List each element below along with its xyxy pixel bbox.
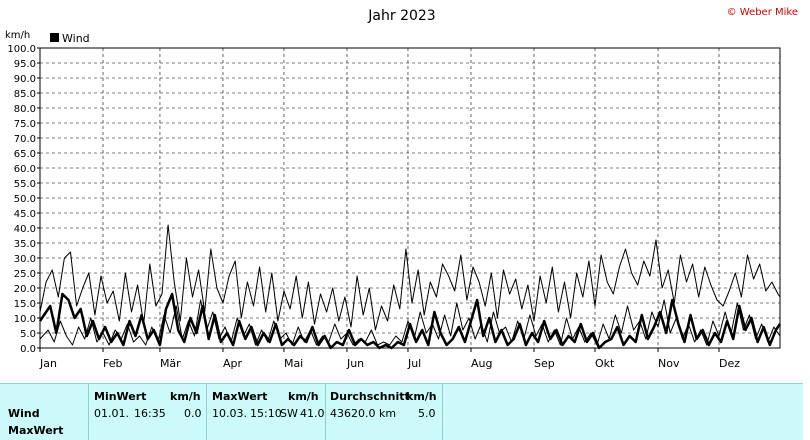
chart-title: Jahr 2023 (367, 8, 435, 24)
distance-value: 43620.0 km (330, 407, 397, 420)
credit-text: © Weber Mike (727, 7, 798, 18)
x-tick-label: Jul (407, 357, 421, 370)
x-axis-ticks: Jan Feb Mär Apr Mai Jun Jul Aug Sep Okt Nov Dez (39, 348, 740, 370)
summary-table: MinWert km/h MaxWert km/h Durchschnitt k… (0, 383, 803, 440)
x-tick-label: Aug (471, 357, 492, 370)
series-line-3 (39, 299, 781, 346)
row-label-wind: Wind (8, 407, 40, 420)
x-tick-label: Sep (534, 357, 555, 370)
header-minwert: MinWert (94, 390, 147, 403)
min-time: 16:35 (134, 407, 166, 420)
grid (40, 48, 780, 348)
min-value: 0.0 (184, 407, 202, 420)
x-tick-label: Jan (39, 357, 57, 370)
series-group (38, 224, 782, 350)
y-tick-label: 90.0 (14, 74, 36, 85)
y-tick-label: 100.0 (7, 44, 36, 55)
y-tick-label: 80.0 (14, 104, 36, 115)
y-tick-label: 35.0 (14, 239, 36, 250)
x-tick-label: Dez (719, 357, 740, 370)
header-maxwert: MaxWert (212, 390, 268, 403)
legend-label: Wind (62, 32, 90, 45)
y-tick-label: 20.0 (14, 284, 36, 295)
min-date: 01.01. (94, 407, 129, 420)
y-tick-label: 95.0 (14, 59, 36, 70)
y-tick-label: 40.0 (14, 224, 36, 235)
column-divider (206, 384, 207, 440)
x-tick-label: Apr (223, 357, 243, 370)
y-tick-label: 25.0 (14, 269, 36, 280)
x-tick-label: Feb (103, 357, 122, 370)
row-label-maxwert: MaxWert (8, 424, 64, 437)
plot-area (39, 47, 781, 349)
series-line-1 (38, 292, 782, 350)
max-time: 15:10 (250, 407, 282, 420)
header-avg-unit: km/h (406, 390, 437, 403)
y-tick-label: 60.0 (14, 164, 36, 175)
y-tick-label: 15.0 (14, 299, 36, 310)
header-durchschnitt: Durchschnitt (330, 390, 410, 403)
x-tick-label: Okt (595, 357, 615, 370)
x-tick-label: Nov (658, 357, 680, 370)
wind-chart: 0.0 5.0 10.0 15.0 20.0 25.0 30.0 35.0 40.0 45.0 50… (5, 7, 798, 370)
y-tick-label: 45.0 (14, 209, 36, 220)
y-tick-label: 0.0 (20, 344, 36, 355)
avg-value: 5.0 (418, 407, 436, 420)
y-tick-label: 85.0 (14, 89, 36, 100)
header-min-unit: km/h (170, 390, 201, 403)
max-value: 41.0 (300, 407, 325, 420)
legend-swatch (50, 33, 59, 42)
y-tick-label: 65.0 (14, 149, 36, 160)
y-tick-label: 55.0 (14, 179, 36, 190)
max-date: 10.03. (212, 407, 247, 420)
column-divider (88, 384, 89, 440)
y-axis-ticks: 0.0 5.0 10.0 15.0 20.0 25.0 30.0 35.0 40.0 45.0 50… (7, 44, 40, 355)
y-tick-label: 30.0 (14, 254, 36, 265)
header-max-unit: km/h (288, 390, 319, 403)
max-direction: SW (280, 407, 298, 420)
x-tick-label: Mär (160, 357, 181, 370)
y-tick-label: 75.0 (14, 119, 36, 130)
y-tick-label: 50.0 (14, 194, 36, 205)
y-axis-label: km/h (5, 30, 30, 41)
y-tick-label: 70.0 (14, 134, 36, 145)
y-tick-label: 5.0 (20, 329, 36, 340)
x-tick-label: Jun (346, 357, 364, 370)
column-divider (325, 384, 326, 440)
x-tick-label: Mai (284, 357, 303, 370)
series-line-2 (39, 224, 781, 331)
column-divider (442, 384, 443, 440)
y-tick-label: 10.0 (14, 314, 36, 325)
